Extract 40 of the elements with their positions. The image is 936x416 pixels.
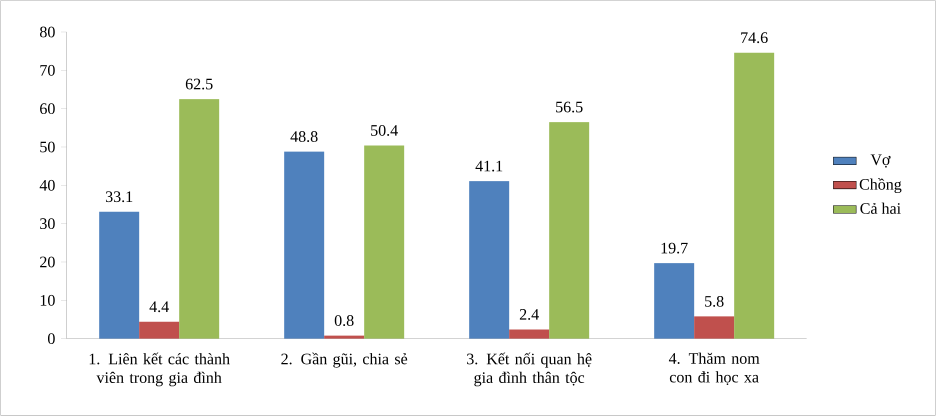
y-tick-label: 60 [40,103,55,114]
data-label: 41.1 [475,160,502,172]
data-label: 5.8 [705,296,724,307]
x-tick-label: 2. Gần gũi, chia sẻ [281,352,408,368]
bar [694,316,734,339]
bar [509,329,550,339]
bar [469,181,510,339]
y-tick-label: 10 [40,294,55,306]
bar [139,322,180,339]
x-tick-label: 1. Liên kết các thành viên trong gia đình [90,352,230,386]
y-tick-label: 70 [40,64,55,76]
x-tick-label: 3. Kết nối quan hệ gia đình thân tộc [467,352,592,386]
data-label: 48.8 [290,131,318,142]
legend-label: Cả hai [860,202,901,214]
bar [549,122,590,339]
legend-label: Chồng [860,178,902,194]
bar [99,212,140,339]
data-label: 33.1 [106,191,132,202]
data-label: 74.6 [741,32,768,44]
y-tick-label: 30 [40,218,55,230]
bar [734,52,774,339]
data-label: 62.5 [186,78,213,90]
bar [179,99,220,339]
bar [284,152,324,339]
bar [324,336,364,339]
bar [654,263,694,339]
y-tick-label: 0 [48,333,55,344]
y-tick-label: 50 [40,142,55,152]
data-label: 2.4 [520,309,539,320]
data-label: 19.7 [662,242,688,254]
data-label: 50.4 [371,124,398,136]
y-tick-label: 40 [40,180,55,191]
data-label: 56.5 [556,102,583,112]
bar [364,145,404,339]
data-label: 0.8 [334,315,354,326]
x-tick-label: 4. Thăm nom con đi học xa [668,352,760,386]
y-tick-label: 80 [40,26,55,38]
legend-label: Vợ [870,154,891,168]
data-label: 4.4 [149,301,169,312]
y-tick-label: 20 [40,256,55,268]
